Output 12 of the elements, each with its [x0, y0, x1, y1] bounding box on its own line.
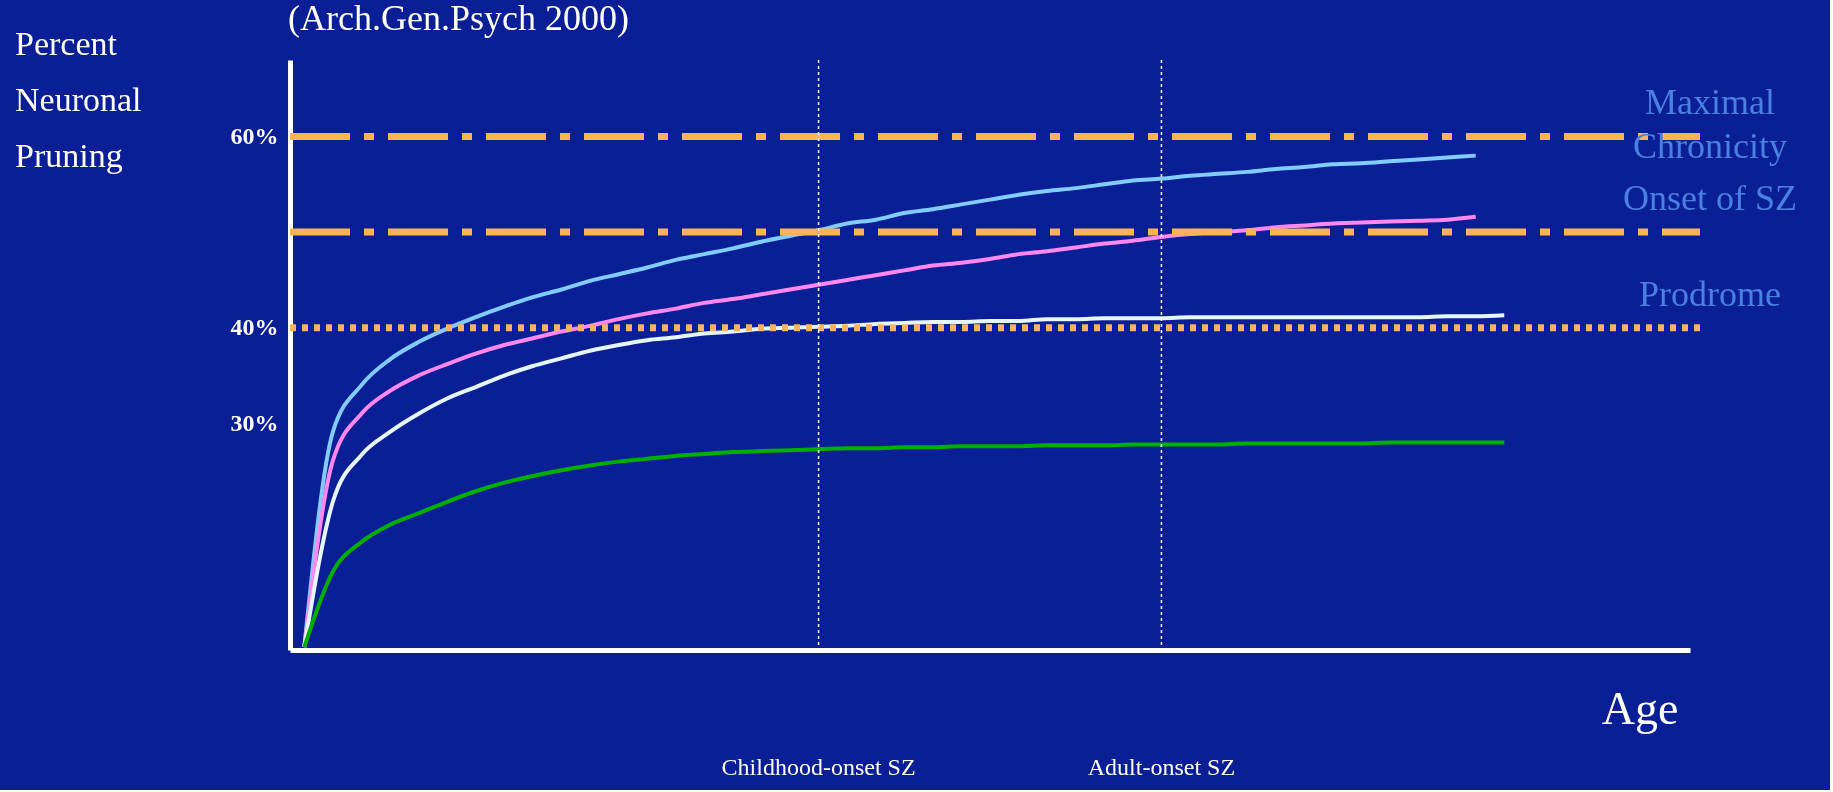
y-tick-label: 60% — [230, 123, 279, 149]
ref-line-label: Onset of SZ — [1623, 178, 1797, 219]
y-tick-label: 40% — [230, 314, 279, 341]
ref-line-label: Prodrome — [1639, 273, 1781, 314]
y-axis-title: Percent Neuronal Pruning — [15, 25, 142, 174]
line-series — [302, 440, 1507, 650]
text: (Arch.Gen.Psych 2000) — [288, 0, 629, 38]
y-tick-label: 30% — [230, 409, 279, 436]
x-tick-label: Childhood-onset SZ — [721, 753, 916, 780]
x-tick-label: Adult-onset SZ — [1087, 753, 1236, 780]
x-axis-title: Age — [1601, 683, 1679, 734]
ref-line-label: Maximal Chronicity — [1633, 82, 1787, 167]
